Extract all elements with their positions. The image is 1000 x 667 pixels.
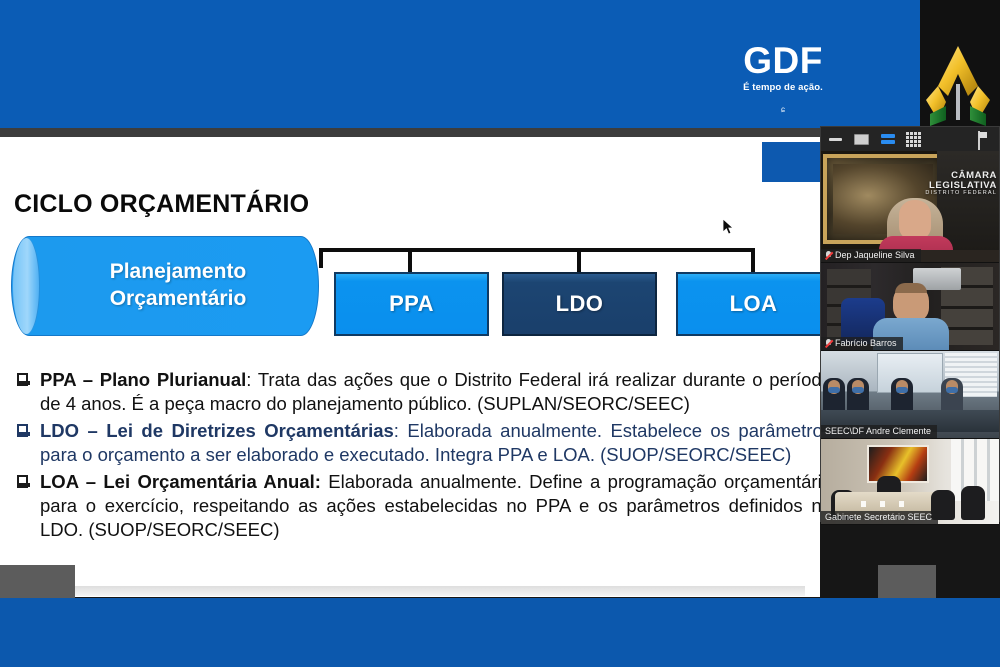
participant-figures — [821, 376, 999, 418]
bullet-ppa: PPA – Plano Plurianual: Trata das ações … — [10, 368, 832, 416]
background-cups — [861, 494, 921, 507]
participant-name: Dep Jaqueline Silva — [835, 250, 915, 260]
background-artwork — [867, 445, 929, 483]
diagram-root-cylinder: Planejamento Orçamentário — [11, 236, 319, 336]
popout-window-icon[interactable] — [978, 131, 993, 150]
bullet-loa-term: LOA – Lei Orçamentária Anual: — [40, 471, 321, 493]
bullet-loa-text: Elaborada anualmente. Define a programaç… — [40, 471, 832, 541]
diagram-root-label-line2: Orçamentário — [109, 287, 247, 310]
microphone-muted-icon — [825, 250, 832, 260]
gdf-wordmark: GDF — [743, 40, 823, 81]
camara-overlay-line2: LEGISLATIVA — [929, 179, 997, 191]
camara-overlay-line1: CÂMARA — [951, 170, 997, 181]
participant-name: SEEC\DF Andre Clemente — [825, 426, 932, 436]
gallery-grid-icon[interactable] — [905, 131, 922, 147]
participant-tile[interactable]: Gabinete Secretário SEEC — [821, 439, 999, 525]
gdf-logo: GDF É tempo de ação. ɕ — [740, 42, 826, 114]
diagram-node-ppa: PPA — [334, 272, 489, 336]
bullet-ppa-text: : Trata das ações que o Distrito Federal… — [40, 369, 833, 415]
diagram-connector-horizontal — [319, 248, 755, 252]
bullet-loa: LOA – Lei Orçamentária Anual: Elaborada … — [10, 470, 832, 542]
participant-name-badge: Dep Jaqueline Silva — [821, 249, 921, 262]
slide-body-text: PPA – Plano Plurianual: Trata das ações … — [10, 368, 832, 545]
diagram-node-ldo: LDO — [502, 272, 657, 336]
diagram-node-loa-label: LOA — [729, 291, 778, 316]
diagram-root-label-line1: Planejamento — [109, 260, 247, 284]
background-printer — [913, 268, 961, 290]
diagram-connector-loa — [751, 248, 755, 272]
participant-name: Gabinete Secretário SEEC — [825, 512, 933, 522]
diagram-node-ppa-label: PPA — [389, 291, 434, 316]
square-bullet-icon — [17, 424, 30, 438]
diagram-root-label: Planejamento Orçamentário — [84, 259, 247, 313]
participant-tile[interactable]: SEEC\DF Andre Clemente — [821, 351, 999, 439]
bullet-ldo-text: : Elaborada anualmente. Estabelece os pa… — [40, 420, 832, 466]
slide-surface — [0, 137, 840, 597]
participant-tile[interactable]: CÂMARA LEGISLATIVA DISTRITO FEDERAL Dep … — [821, 151, 999, 263]
microphone-muted-icon — [825, 338, 832, 348]
diagram-connector-ldo — [577, 248, 581, 272]
diagram-connector-ppa — [408, 248, 412, 272]
diagram-node-loa: LOA — [676, 272, 831, 336]
speaker-view-icon[interactable] — [827, 132, 844, 146]
mouse-pointer-icon — [722, 218, 735, 236]
slide-bottom-shadow — [75, 586, 805, 596]
participant-name-badge: Gabinete Secretário SEEC — [821, 511, 939, 524]
diagram-node-ldo-label: LDO — [555, 291, 604, 316]
slide-right-margin — [762, 182, 820, 597]
deck-top-blue-band — [0, 0, 920, 128]
video-panel-toolbar — [821, 127, 999, 151]
split-view-icon[interactable] — [879, 132, 896, 146]
diagram-connector-root-stub — [319, 248, 323, 268]
bullet-ppa-term: PPA – Plano Plurianual — [40, 369, 247, 390]
bullet-ldo: LDO – Lei de Diretrizes Orçamentárias: E… — [10, 419, 832, 467]
deck-left-gray-strip — [0, 565, 75, 601]
participant-name-badge: Fabrício Barros — [821, 337, 903, 350]
deck-bottom-blue-band — [0, 598, 1000, 667]
participant-name-badge: SEEC\DF Andre Clemente — [821, 425, 938, 438]
square-bullet-icon — [17, 373, 30, 386]
gdf-tagline: É tempo de ação. — [743, 82, 823, 93]
background-wall — [937, 151, 999, 251]
slide-title: CICLO ORÇAMENTÁRIO — [14, 190, 310, 218]
video-conference-panel: CÂMARA LEGISLATIVA DISTRITO FEDERAL Dep … — [820, 126, 1000, 525]
camara-overlay-text: CÂMARA LEGISLATIVA DISTRITO FEDERAL — [925, 171, 997, 197]
single-view-icon[interactable] — [853, 132, 870, 146]
bullet-ldo-term: LDO – Lei de Diretrizes Orçamentárias — [40, 420, 394, 442]
gdf-submark-icon: ɕ — [781, 105, 785, 114]
participant-name: Fabrício Barros — [835, 338, 897, 348]
camara-legislativa-emblem — [916, 40, 1000, 128]
participant-tile[interactable]: Fabrício Barros — [821, 263, 999, 351]
camara-overlay-line3: DISTRITO FEDERAL — [925, 189, 997, 196]
participant-figure — [873, 283, 949, 350]
video-panel-footer-gray — [878, 565, 936, 598]
square-bullet-icon — [17, 475, 30, 489]
deck-top-edge — [0, 128, 840, 137]
background-chair — [961, 486, 985, 520]
